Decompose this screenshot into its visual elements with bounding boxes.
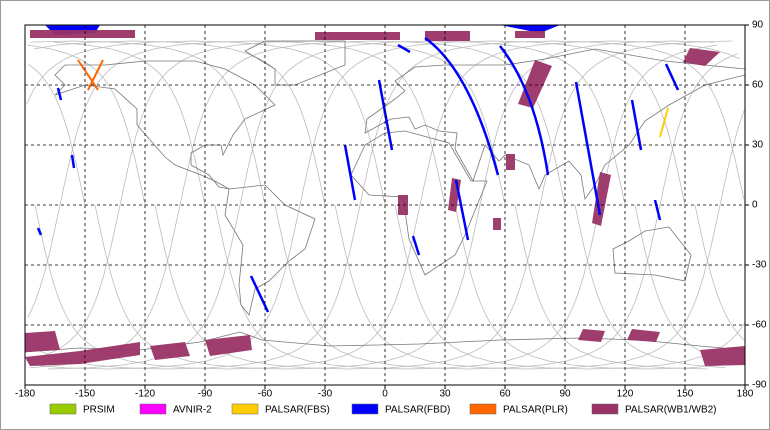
fbd-strip [653, 199, 662, 221]
fbd-strip [664, 63, 680, 91]
x-tick-label: -90 [198, 389, 213, 400]
legend-swatch [469, 403, 497, 415]
fbs-strip [659, 107, 669, 138]
plr-strip [77, 59, 104, 91]
legend-label: PALSAR(PLR) [503, 405, 568, 416]
legend: PRSIM AVNIR-2 PALSAR(FBS) PALSAR(FBD) PALSAR… [49, 403, 717, 416]
fbd-strip [411, 235, 421, 256]
orbit-track [30, 40, 718, 370]
wb-swath [425, 31, 470, 41]
x-tick-label: -60 [258, 389, 273, 400]
y-tick-label: 30 [752, 140, 764, 151]
wb-swath [25, 331, 60, 352]
x-tick-label: 30 [439, 389, 451, 400]
y-tick-label: 0 [752, 200, 758, 211]
x-tick-label: 60 [499, 389, 511, 400]
wb-swath [578, 329, 605, 342]
fbd-strip [397, 43, 411, 54]
x-tick-label: 180 [737, 389, 754, 400]
wb-swath [30, 30, 135, 38]
fbd-strip [424, 36, 500, 176]
orbit-track [33, 40, 738, 370]
wb-swath [205, 335, 252, 356]
greenland [244, 40, 346, 86]
south-america [224, 184, 316, 316]
x-tick-label: -30 [318, 389, 333, 400]
fbd-strip [36, 227, 43, 236]
fbd-strip [630, 99, 643, 151]
wb-swath [25, 342, 140, 366]
wb-swath [515, 31, 545, 38]
fbd-strip [377, 79, 394, 151]
fbd-strip [454, 179, 470, 241]
wb-swath [150, 342, 190, 360]
x-tick-label: 90 [559, 389, 571, 400]
fbd-strip [249, 275, 270, 313]
legend-swatch [351, 403, 379, 415]
y-tick-label: -90 [752, 380, 767, 391]
fbd-strip [499, 45, 550, 176]
legend-swatch [591, 403, 619, 415]
north-america [54, 60, 276, 190]
y-tick-label: -60 [752, 320, 767, 331]
wb-swath [315, 32, 400, 40]
australia [612, 226, 692, 282]
orbit-track [26, 40, 745, 370]
orbit-track [32, 40, 730, 370]
swaths [25, 25, 745, 366]
legend-label: AVNIR-2 [173, 405, 212, 416]
wb-swath [627, 329, 660, 342]
orbit-track [28, 40, 740, 370]
wb-swath [592, 172, 611, 226]
wb-swath [506, 154, 515, 170]
x-tick-label: -180 [15, 389, 35, 400]
legend-label: PALSAR(FBS) [265, 405, 330, 416]
legend-label: PRSIM [83, 405, 115, 416]
fbd-strip [56, 87, 63, 101]
legend-swatch [49, 403, 77, 415]
y-tick-label: 90 [752, 20, 764, 31]
wb-swath [683, 48, 720, 66]
y-tick-label: -30 [752, 260, 767, 271]
x-tick-label: 150 [677, 389, 694, 400]
x-tick-label: -120 [135, 389, 155, 400]
fbd-strip [574, 81, 602, 216]
legend-label: PALSAR(FBD) [385, 405, 450, 416]
x-tick-label: 0 [382, 389, 388, 400]
y-tick-label: 60 [752, 80, 764, 91]
legend-label: PALSAR(WB1/WB2) [625, 405, 717, 416]
plot-border [24, 24, 746, 386]
orbit-track [47, 40, 726, 370]
x-tick-label: -150 [75, 389, 95, 400]
fbd-strip [70, 154, 76, 169]
legend-swatch [139, 403, 167, 415]
wb-swath [493, 218, 501, 230]
x-tick-label: 120 [617, 389, 634, 400]
wb-swath [518, 60, 552, 108]
orbit-track [29, 40, 708, 370]
wb-swath [700, 346, 745, 366]
orbit-track [27, 40, 715, 370]
orbit-track [25, 40, 723, 370]
orbit-track [27, 40, 745, 370]
orbit-track [54, 40, 733, 370]
legend-swatch [231, 403, 259, 415]
fbd-strip [343, 144, 357, 201]
orbit-tracks [25, 40, 745, 370]
orbit-track [31, 40, 745, 370]
